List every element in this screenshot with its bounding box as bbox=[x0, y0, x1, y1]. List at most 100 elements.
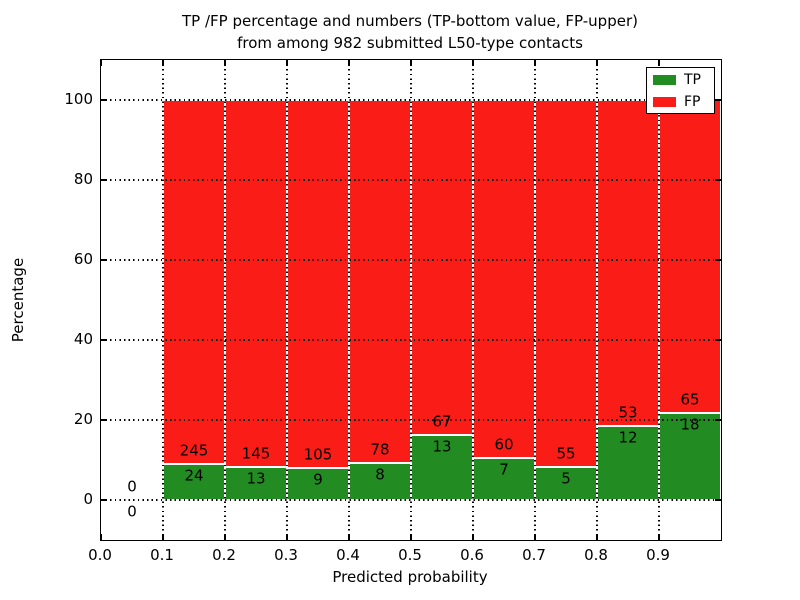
x-tick-mark-top bbox=[410, 60, 412, 66]
y-tick-mark-right bbox=[715, 259, 721, 261]
bar-segment-fp bbox=[659, 100, 721, 414]
gridline-vertical bbox=[534, 60, 536, 540]
gridline-vertical bbox=[348, 60, 350, 540]
x-tick-mark bbox=[224, 534, 226, 540]
y-tick-mark-right bbox=[715, 499, 721, 501]
plot-area: 0 0 245 24 145 13 105 9 78 8 67 13 60 7 55 5 53 12 65 18 bbox=[100, 59, 722, 541]
bar-label-tp: 0 bbox=[127, 502, 137, 521]
bar-label-fp: 53 bbox=[618, 403, 638, 422]
y-tick-mark bbox=[101, 499, 107, 501]
x-tick-label: 0.7 bbox=[522, 546, 546, 564]
y-tick-label: 60 bbox=[73, 250, 93, 268]
gridline-vertical bbox=[286, 60, 288, 540]
bar-segment-fp bbox=[349, 100, 411, 463]
x-tick-mark bbox=[162, 534, 164, 540]
x-tick-mark-top bbox=[534, 60, 536, 66]
bar-label-tp: 12 bbox=[618, 428, 638, 447]
bar-segment-tp bbox=[597, 426, 659, 500]
x-tick-mark bbox=[410, 534, 412, 540]
gridline-vertical bbox=[410, 60, 412, 540]
x-tick-label: 0.1 bbox=[150, 546, 174, 564]
bar-label-tp: 24 bbox=[184, 466, 204, 485]
bar-label-fp: 67 bbox=[432, 412, 452, 431]
y-tick-mark bbox=[101, 99, 107, 101]
bar-label-fp: 60 bbox=[494, 435, 514, 454]
bar-label-fp: 145 bbox=[241, 444, 271, 463]
tp-swatch-icon bbox=[653, 74, 676, 85]
gridline-vertical bbox=[162, 60, 164, 540]
y-tick-mark bbox=[101, 419, 107, 421]
x-tick-mark-top bbox=[596, 60, 598, 66]
bar-segment-fp bbox=[225, 100, 287, 468]
bar-segment-fp bbox=[473, 100, 535, 459]
y-tick-mark-right bbox=[715, 339, 721, 341]
x-tick-label: 0.9 bbox=[646, 546, 670, 564]
y-tick-mark bbox=[101, 259, 107, 261]
x-tick-label: 0.0 bbox=[88, 546, 112, 564]
bar-segment-fp bbox=[163, 100, 225, 465]
bar-segment-fp bbox=[287, 100, 349, 469]
x-tick-mark bbox=[348, 534, 350, 540]
x-tick-mark bbox=[472, 534, 474, 540]
bar-label-tp: 9 bbox=[313, 470, 323, 489]
y-tick-label: 0 bbox=[83, 490, 93, 508]
bar-label-fp: 78 bbox=[370, 440, 390, 459]
bar-label-tp: 7 bbox=[499, 460, 509, 479]
bar-segment-fp bbox=[411, 100, 473, 435]
bar-segment-tp bbox=[163, 464, 225, 500]
bar-label-fp: 245 bbox=[179, 441, 209, 460]
y-tick-label: 80 bbox=[73, 170, 93, 188]
x-tick-mark-top bbox=[286, 60, 288, 66]
bar-label-tp: 18 bbox=[680, 415, 700, 434]
y-tick-mark bbox=[101, 179, 107, 181]
y-tick-mark-right bbox=[715, 419, 721, 421]
bar-label-tp: 13 bbox=[246, 469, 266, 488]
gridline-vertical bbox=[472, 60, 474, 540]
legend-entry-tp: TP bbox=[653, 69, 714, 90]
bar-label-tp: 13 bbox=[432, 437, 452, 456]
x-tick-label: 0.6 bbox=[460, 546, 484, 564]
y-tick-label: 20 bbox=[73, 410, 93, 428]
x-tick-mark-top bbox=[348, 60, 350, 66]
y-axis-label: Percentage bbox=[9, 257, 27, 343]
gridline-vertical bbox=[596, 60, 598, 540]
legend-label-tp: TP bbox=[684, 71, 701, 88]
x-tick-mark bbox=[534, 534, 536, 540]
bar-label-tp: 8 bbox=[375, 465, 385, 484]
x-tick-mark-top bbox=[224, 60, 226, 66]
y-tick-mark-right bbox=[715, 99, 721, 101]
chart-title-line1: TP /FP percentage and numbers (TP-bottom… bbox=[182, 12, 638, 30]
bar-segment-tp bbox=[225, 467, 287, 500]
gridline-vertical bbox=[658, 60, 660, 540]
legend: TP FP bbox=[646, 67, 715, 114]
bar-label-fp: 105 bbox=[303, 445, 333, 464]
bar-label-fp: 65 bbox=[680, 390, 700, 409]
bar-segment-tp bbox=[473, 458, 535, 500]
bar-segment-fp bbox=[597, 100, 659, 427]
legend-label-fp: FP bbox=[684, 93, 701, 110]
x-tick-mark bbox=[286, 534, 288, 540]
x-tick-label: 0.2 bbox=[212, 546, 236, 564]
x-tick-mark-top bbox=[162, 60, 164, 66]
y-tick-mark-right bbox=[715, 179, 721, 181]
x-tick-label: 0.5 bbox=[398, 546, 422, 564]
chart-title-line2: from among 982 submitted L50-type contac… bbox=[237, 34, 583, 52]
fp-swatch-icon bbox=[653, 96, 676, 107]
x-tick-mark bbox=[658, 534, 660, 540]
bar-segment-fp bbox=[535, 100, 597, 467]
x-tick-label: 0.4 bbox=[336, 546, 360, 564]
x-tick-label: 0.3 bbox=[274, 546, 298, 564]
x-tick-mark-top bbox=[658, 60, 660, 66]
x-axis-label: Predicted probability bbox=[332, 568, 488, 586]
x-tick-mark bbox=[100, 534, 102, 540]
gridline-vertical bbox=[224, 60, 226, 540]
x-tick-mark bbox=[596, 534, 598, 540]
y-tick-mark bbox=[101, 339, 107, 341]
x-tick-mark-top bbox=[472, 60, 474, 66]
y-tick-label: 40 bbox=[73, 330, 93, 348]
bar-label-fp: 0 bbox=[127, 477, 137, 496]
bar-label-fp: 55 bbox=[556, 444, 576, 463]
x-tick-mark-top bbox=[100, 60, 102, 66]
y-tick-label: 100 bbox=[64, 90, 93, 108]
